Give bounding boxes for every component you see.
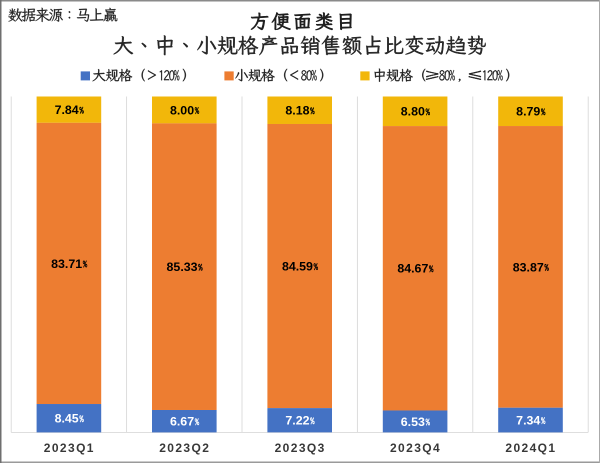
svg-text:7.34: 7.34	[516, 414, 540, 428]
svg-text:7.22: 7.22	[285, 414, 309, 428]
svg-text:83.71: 83.71	[51, 257, 82, 271]
svg-text:2023Q1: 2023Q1	[44, 441, 95, 455]
svg-text:6.53: 6.53	[401, 415, 425, 429]
svg-text:2024Q1: 2024Q1	[505, 441, 556, 455]
svg-text:8.45: 8.45	[55, 412, 79, 426]
svg-text:8.79: 8.79	[516, 105, 540, 119]
svg-text:8.18: 8.18	[285, 104, 309, 118]
svg-text:8.00: 8.00	[170, 103, 194, 117]
svg-text:7.84: 7.84	[55, 103, 79, 117]
svg-text:2023Q3: 2023Q3	[275, 441, 326, 455]
svg-text:84.67: 84.67	[397, 262, 428, 276]
svg-text:6.67: 6.67	[170, 415, 194, 429]
svg-text:84.59: 84.59	[282, 260, 313, 274]
svg-text:83.87: 83.87	[513, 260, 544, 274]
svg-text:2023Q2: 2023Q2	[159, 441, 210, 455]
svg-text:8.80: 8.80	[401, 105, 425, 119]
svg-text:85.33: 85.33	[167, 260, 198, 274]
svg-text:2023Q4: 2023Q4	[390, 441, 441, 455]
